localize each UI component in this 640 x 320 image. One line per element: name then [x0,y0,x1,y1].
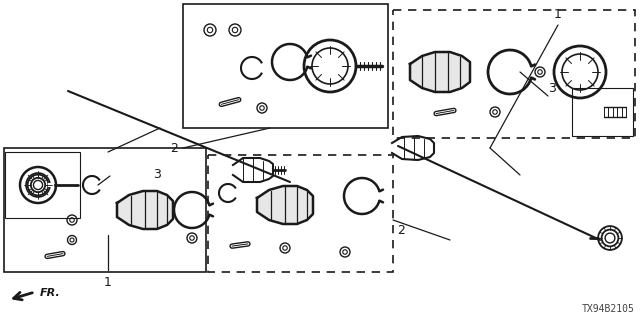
Text: 1: 1 [104,276,112,289]
Polygon shape [257,186,313,224]
Bar [183,4,388,128]
Polygon shape [410,52,470,92]
Text: 2: 2 [170,141,178,155]
Bar [4,148,206,272]
Bar [572,88,633,136]
Text: 2: 2 [397,223,405,236]
Bar [393,10,635,138]
Bar [5,152,80,218]
Text: FR.: FR. [40,288,61,298]
Text: 3: 3 [548,82,556,94]
Text: TX94B2105: TX94B2105 [582,304,635,314]
Text: 3: 3 [153,167,161,180]
Polygon shape [117,191,173,229]
Text: 1: 1 [554,7,562,20]
Bar [208,155,393,272]
